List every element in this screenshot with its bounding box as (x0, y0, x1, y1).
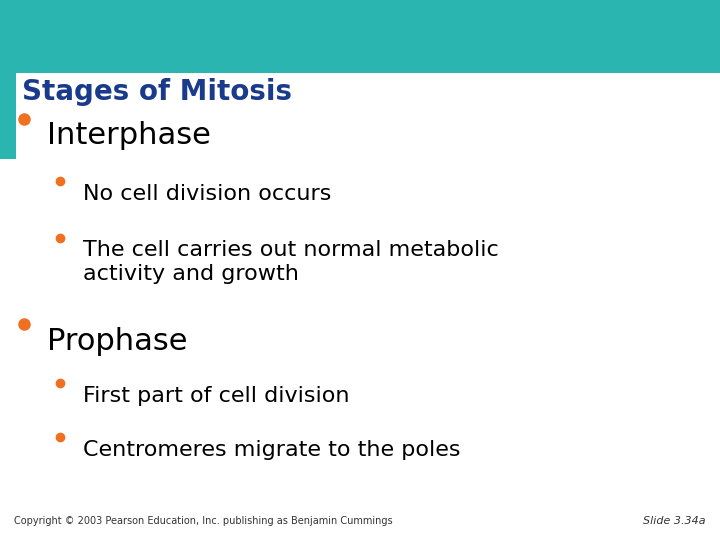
Text: Copyright © 2003 Pearson Education, Inc. publishing as Benjamin Cummings: Copyright © 2003 Pearson Education, Inc.… (14, 516, 393, 526)
Text: Stages of Mitosis: Stages of Mitosis (22, 78, 292, 106)
Bar (0, 73, 16, 159)
Bar (0, 0, 720, 73)
Text: First part of cell division: First part of cell division (83, 386, 349, 406)
Text: Centromeres migrate to the poles: Centromeres migrate to the poles (83, 440, 460, 460)
Text: Interphase: Interphase (47, 122, 211, 151)
Text: The cell carries out normal metabolic
activity and growth: The cell carries out normal metabolic ac… (83, 240, 498, 284)
Text: Prophase: Prophase (47, 327, 187, 356)
Text: No cell division occurs: No cell division occurs (83, 184, 331, 204)
Text: Slide 3.34a: Slide 3.34a (643, 516, 706, 526)
